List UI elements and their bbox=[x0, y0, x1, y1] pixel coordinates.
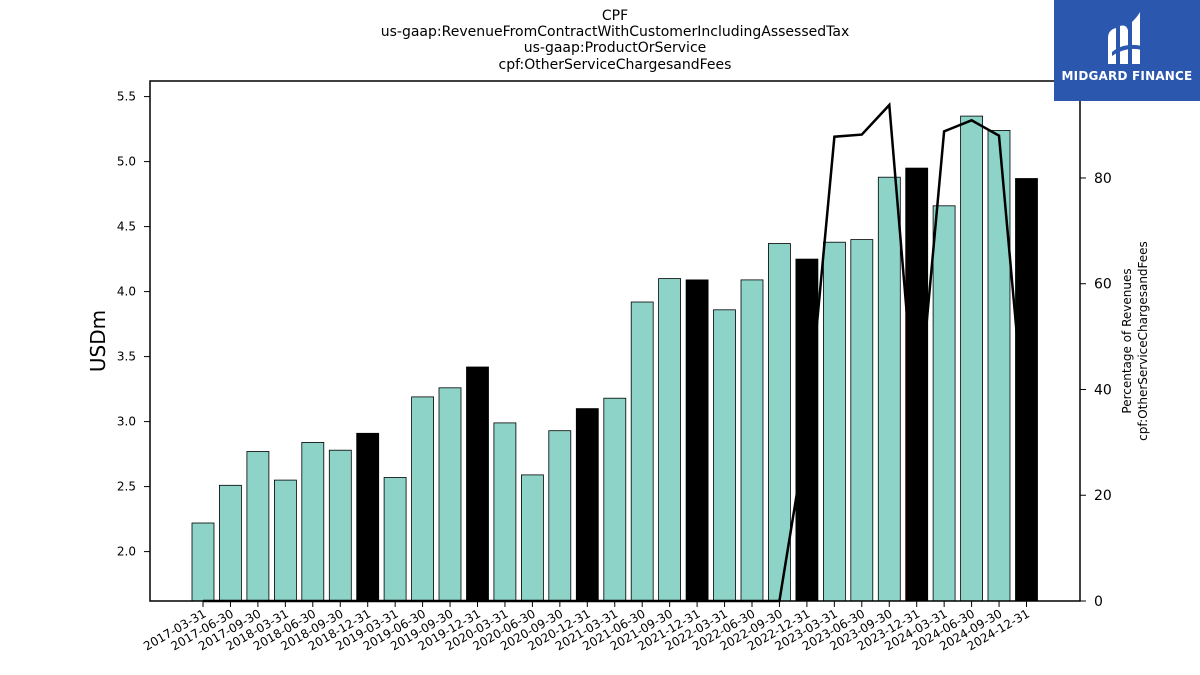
bar-2017-06-30 bbox=[218, 484, 242, 602]
bar-2020-03-31 bbox=[493, 422, 517, 602]
y-tick-label: 4.0 bbox=[117, 285, 136, 299]
y-tick-label: 2.5 bbox=[117, 480, 136, 494]
y-tick-label: 5.5 bbox=[117, 90, 136, 104]
bar-2023-12-31 bbox=[905, 167, 929, 602]
y2-tick-label: 40 bbox=[1094, 382, 1112, 398]
bar-2019-12-31 bbox=[466, 366, 489, 602]
bar-2024-09-30 bbox=[987, 129, 1011, 602]
title-line-4: cpf:OtherServiceChargesandFees bbox=[499, 57, 732, 73]
chart-title: CPF us-gaap:RevenueFromContractWithCusto… bbox=[381, 8, 850, 73]
bar-series bbox=[191, 115, 1038, 602]
bar-2023-09-30 bbox=[877, 176, 901, 602]
bar-2024-06-30 bbox=[960, 115, 983, 602]
bar-2017-09-30 bbox=[246, 451, 270, 602]
bar-2018-12-31 bbox=[356, 432, 380, 602]
title-line-1: CPF bbox=[602, 8, 628, 24]
right-y-axis: 0 20 40 60 80 bbox=[1080, 171, 1112, 610]
y-tick-label: 2.0 bbox=[117, 545, 136, 559]
y-tick-label: 3.5 bbox=[117, 350, 136, 364]
brand-logo-text: MIDGARD FINANCE bbox=[1061, 69, 1193, 83]
bar-2020-12-31 bbox=[575, 408, 599, 602]
x-axis: 2017-03-312017-06-302017-09-302018-03-31… bbox=[141, 601, 1032, 653]
y-tick-label: 4.5 bbox=[117, 220, 136, 234]
y-tick-label: 5.0 bbox=[117, 155, 136, 169]
bar-2022-03-31 bbox=[713, 309, 736, 602]
midgard-logo-icon bbox=[1108, 12, 1142, 64]
bar-2021-09-30 bbox=[658, 278, 681, 602]
y2-tick-label: 20 bbox=[1094, 488, 1112, 504]
y2-axis-label-line-1: Percentage of Revenues bbox=[1120, 268, 1134, 413]
brand-logo: MIDGARD FINANCE bbox=[1054, 0, 1200, 101]
bar-2018-03-31 bbox=[273, 479, 297, 602]
bar-2019-09-30 bbox=[438, 387, 462, 602]
bar-2018-09-30 bbox=[328, 449, 352, 602]
bar-2024-12-31 bbox=[1015, 178, 1038, 602]
bar-2017-03-31 bbox=[191, 522, 215, 602]
bar-2019-06-30 bbox=[411, 396, 435, 602]
y-tick-label: 3.0 bbox=[117, 415, 136, 429]
y2-tick-label: 0 bbox=[1094, 594, 1103, 610]
bar-2019-03-31 bbox=[383, 477, 407, 602]
bar-2018-06-30 bbox=[301, 441, 325, 602]
y-axis-label: USDm bbox=[86, 310, 110, 372]
title-line-3: us-gaap:ProductOrService bbox=[524, 40, 707, 56]
bar-2020-06-30 bbox=[521, 474, 544, 602]
y2-tick-label: 80 bbox=[1094, 171, 1112, 187]
bar-2021-06-30 bbox=[630, 301, 654, 602]
bar-2023-03-31 bbox=[823, 241, 846, 602]
bar-2024-03-31 bbox=[932, 205, 956, 602]
y2-axis-label-line-2: cpf:OtherServiceChargesandFees bbox=[1136, 241, 1150, 441]
y2-tick-label: 60 bbox=[1094, 277, 1112, 293]
bar-2023-06-30 bbox=[850, 239, 874, 602]
bar-2021-03-31 bbox=[603, 397, 627, 602]
left-y-axis: 2.0 2.5 3.0 3.5 4.0 4.5 5.0 5.5 bbox=[117, 90, 150, 559]
bar-2021-12-31 bbox=[685, 279, 709, 602]
bar-2020-09-30 bbox=[548, 430, 572, 602]
bar-2022-06-30 bbox=[740, 279, 764, 602]
title-line-2: us-gaap:RevenueFromContractWithCustomerI… bbox=[381, 24, 850, 40]
